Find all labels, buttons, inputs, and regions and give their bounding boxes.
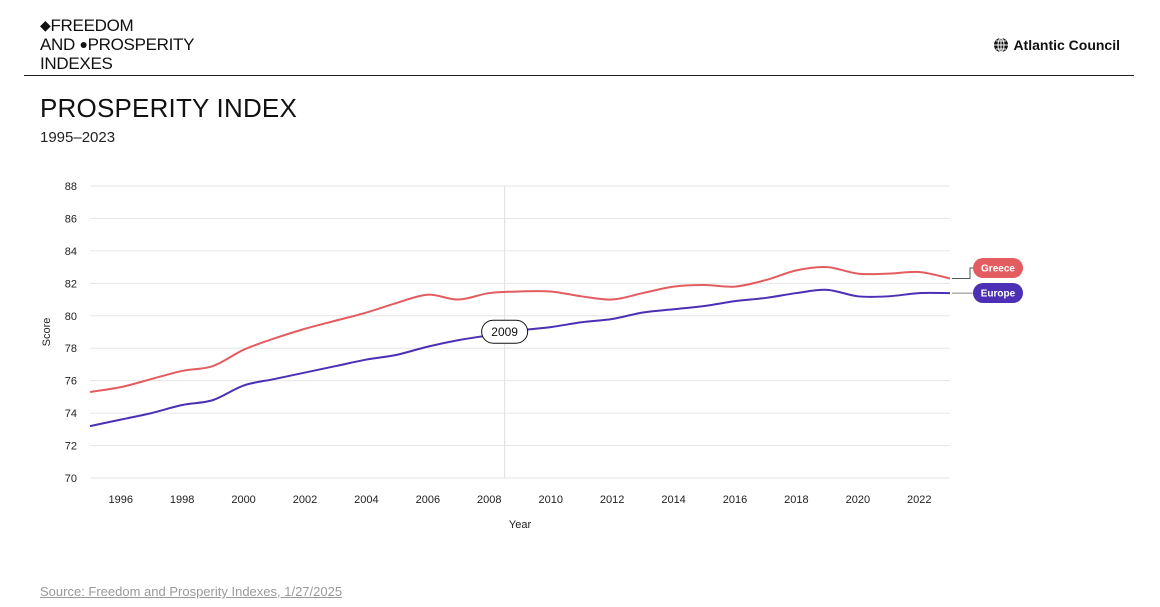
brand-name: Atlantic Council bbox=[1013, 37, 1120, 53]
connector-greece bbox=[952, 267, 974, 279]
x-tick-label: 2016 bbox=[723, 494, 747, 506]
axes: 70 72 74 76 78 80 82 84 86 88 1996 1998 2000 2002 2004… bbox=[41, 181, 932, 531]
x-tick-label: 1998 bbox=[170, 494, 194, 506]
end-label-pill-greece bbox=[973, 258, 1023, 278]
y-tick-label: 82 bbox=[65, 278, 77, 290]
x-tick-label: 2008 bbox=[477, 494, 501, 506]
y-tick-label: 84 bbox=[65, 246, 77, 258]
x-tick-label: 2010 bbox=[538, 494, 562, 506]
atlantic-council-brand[interactable]: Atlantic Council bbox=[993, 37, 1120, 53]
x-tick-label: 2002 bbox=[293, 494, 317, 506]
x-tick-label: 2006 bbox=[416, 494, 440, 506]
y-axis-label: Score bbox=[41, 318, 53, 347]
x-tick-label: 2004 bbox=[354, 494, 378, 506]
year-annotation: 2009 bbox=[481, 319, 529, 344]
logo-text-line-2: AND bbox=[40, 35, 75, 54]
x-tick-label: 2000 bbox=[231, 494, 255, 506]
globe-icon bbox=[994, 37, 1009, 53]
y-tick-label: 86 bbox=[65, 213, 77, 225]
annotation-label: 2009 bbox=[491, 325, 518, 339]
y-tick-label: 76 bbox=[65, 376, 77, 388]
x-axis-label: Year bbox=[509, 519, 532, 531]
y-tick-label: 78 bbox=[65, 343, 77, 355]
diamond-icon: ◆ bbox=[40, 17, 51, 33]
end-label-europe: Europe bbox=[981, 289, 1016, 300]
grid-lines bbox=[90, 185, 950, 479]
logo-text-line-1: FREEDOM bbox=[50, 16, 134, 35]
circle-icon: ● bbox=[79, 36, 88, 52]
y-tick-label: 80 bbox=[65, 311, 77, 323]
series-line-europe bbox=[89, 288, 951, 428]
prosperity-line-chart: 70 72 74 76 78 80 82 84 86 88 1996 1998 2000 2002 2004… bbox=[41, 181, 1023, 531]
logo-text-line-4: INDEXES bbox=[40, 54, 113, 73]
y-tick-label: 88 bbox=[65, 181, 77, 193]
logo-text-line-3: PROSPERITY bbox=[87, 35, 195, 54]
chart-title: PROSPERITY INDEX bbox=[40, 93, 298, 123]
end-label-pill-europe bbox=[973, 283, 1023, 303]
y-tick-label: 74 bbox=[65, 408, 77, 420]
freedom-prosperity-logo: ◆FREEDOM AND ●PROSPERITY INDEXES bbox=[40, 16, 194, 73]
annotation-pill bbox=[481, 319, 529, 344]
x-tick-label: 2012 bbox=[600, 494, 624, 506]
header-divider bbox=[24, 75, 1134, 76]
series-lines bbox=[89, 266, 951, 428]
y-tick-label: 72 bbox=[65, 441, 77, 453]
x-tick-label: 1996 bbox=[108, 494, 132, 506]
chart-subtitle: 1995–2023 bbox=[40, 129, 116, 146]
x-tick-label: 2022 bbox=[907, 494, 931, 506]
series-line-greece bbox=[89, 266, 951, 394]
end-labels: Greece Europe bbox=[952, 258, 1023, 303]
y-tick-label: 70 bbox=[65, 473, 77, 485]
source-link[interactable]: Source: Freedom and Prosperity Indexes, … bbox=[40, 584, 343, 599]
x-tick-label: 2020 bbox=[846, 494, 870, 506]
x-tick-label: 2018 bbox=[784, 494, 808, 506]
x-tick-label: 2014 bbox=[661, 494, 685, 506]
end-label-greece: Greece bbox=[981, 264, 1015, 275]
